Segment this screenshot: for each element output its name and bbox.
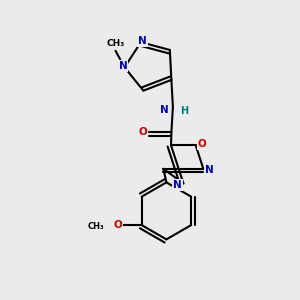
Text: O: O xyxy=(113,220,122,230)
Text: CH₃: CH₃ xyxy=(88,222,104,231)
Text: N: N xyxy=(205,165,214,176)
Text: O: O xyxy=(197,139,206,149)
Text: O: O xyxy=(139,128,147,137)
Text: N: N xyxy=(119,61,128,71)
Text: CH₃: CH₃ xyxy=(106,39,125,48)
Text: H: H xyxy=(180,106,188,116)
Text: N: N xyxy=(138,36,147,46)
Text: N: N xyxy=(173,180,182,190)
Text: N: N xyxy=(160,105,168,115)
